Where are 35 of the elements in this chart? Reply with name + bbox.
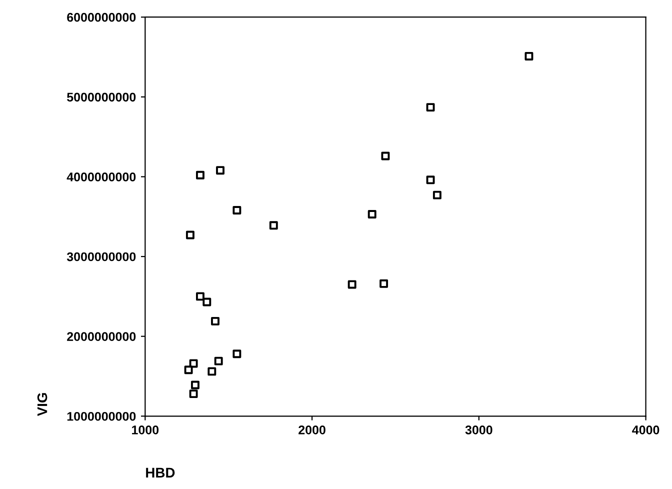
point	[216, 166, 224, 175]
y-tick-label: 1000000000	[67, 412, 136, 421]
point	[196, 292, 204, 301]
point	[426, 103, 435, 112]
point	[196, 170, 204, 180]
point	[380, 279, 388, 288]
y-axis-title: VIG	[37, 393, 48, 416]
y-tick-label: 2000000000	[67, 332, 136, 341]
point	[524, 52, 534, 60]
point	[184, 366, 193, 374]
point	[426, 176, 435, 184]
y-tick-label: 5000000000	[66, 92, 136, 102]
point	[211, 316, 220, 326]
point	[232, 206, 242, 214]
point	[269, 221, 278, 230]
point	[190, 380, 200, 390]
point	[348, 280, 356, 289]
point	[189, 390, 198, 398]
point	[189, 359, 198, 368]
point	[381, 152, 390, 160]
y-tick-label: 3000000000	[66, 252, 136, 262]
point	[208, 367, 216, 376]
point	[202, 298, 212, 306]
point	[186, 230, 194, 240]
point	[232, 350, 242, 358]
x-tick-label: 4000	[632, 425, 660, 434]
x-tick-label: 2000	[298, 425, 326, 434]
x-tick-label: 1000	[132, 425, 159, 434]
x-axis-title: HBD	[146, 468, 175, 478]
point	[214, 356, 223, 366]
point	[432, 190, 442, 200]
y-tick-label: 6000000000	[67, 12, 136, 22]
point	[368, 210, 376, 218]
y-tick-label: 4000000000	[66, 172, 136, 182]
x-tick-label: 3000	[465, 425, 492, 434]
